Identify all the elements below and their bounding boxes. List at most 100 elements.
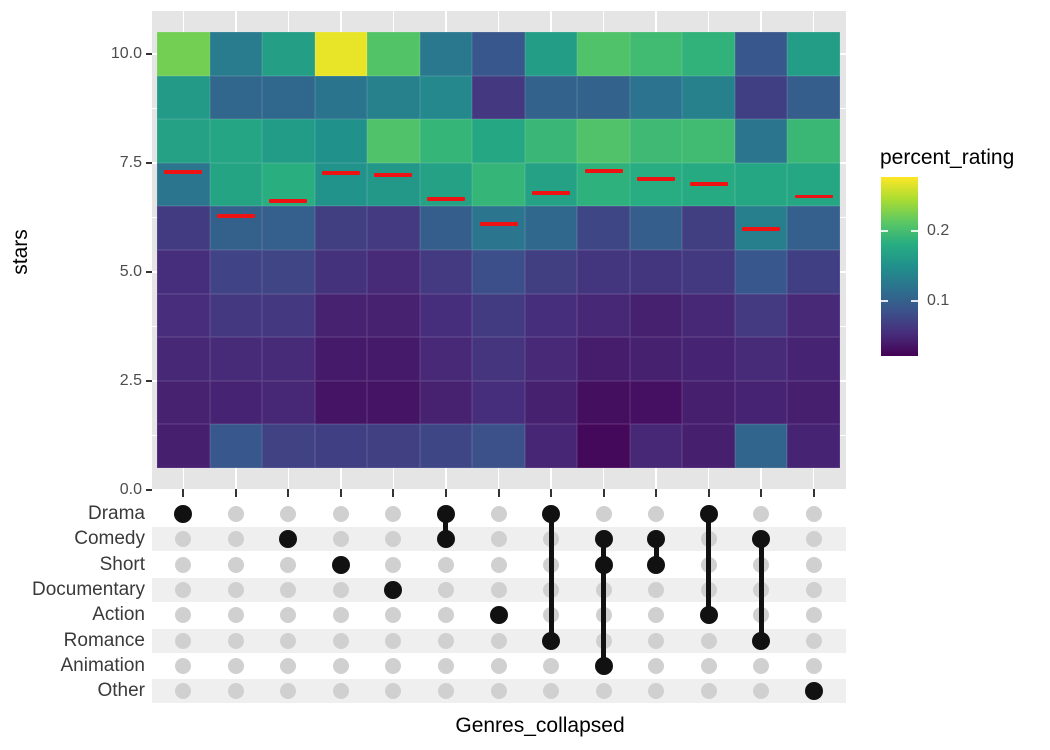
- heatmap-cell: [262, 119, 315, 163]
- matrix-dot-inactive: [595, 506, 612, 522]
- matrix-connector-line: [758, 539, 764, 641]
- matrix-dot-inactive: [385, 506, 402, 522]
- heatmap-cell: [787, 250, 840, 294]
- heatmap-cell: [314, 380, 368, 425]
- heatmap-cell: [787, 380, 840, 425]
- heatmap-cell: [314, 293, 368, 338]
- matrix-dot-active: [594, 530, 613, 549]
- matrix-dot-inactive: [385, 531, 402, 548]
- matrix-dot-inactive: [490, 556, 507, 573]
- heatmap-cell: [157, 206, 210, 250]
- heatmap-cell: [524, 293, 578, 338]
- heatmap-cell: [209, 162, 263, 207]
- heatmap-cell: [157, 380, 210, 425]
- matrix-dot-inactive: [805, 556, 822, 573]
- median-stars-marker: [426, 197, 465, 201]
- heatmap-cell: [419, 380, 473, 425]
- matrix-dot-inactive: [648, 632, 665, 649]
- matrix-genre-row-label: Animation: [60, 654, 146, 676]
- heatmap-cell: [787, 337, 840, 381]
- matrix-dot-inactive: [490, 506, 507, 522]
- heatmap-cell: [524, 206, 578, 250]
- heatmap-cell: [472, 293, 525, 338]
- matrix-dot-inactive: [648, 607, 665, 624]
- heatmap-cell: [209, 337, 263, 381]
- matrix-dot-active: [594, 555, 613, 574]
- heatmap-cell: [629, 250, 683, 294]
- heatmap-cell: [787, 424, 840, 468]
- matrix-dot-inactive: [385, 556, 402, 573]
- legend-tick-mark: [911, 300, 918, 303]
- heatmap-cell: [629, 32, 683, 76]
- heatmap-cell: [314, 162, 368, 207]
- x-axis-tick-mark: [182, 489, 185, 497]
- matrix-dot-inactive: [648, 683, 665, 700]
- matrix-dot-inactive: [490, 657, 507, 674]
- heatmap-cell: [734, 162, 788, 207]
- matrix-dot-inactive: [595, 683, 612, 700]
- heatmap-cell: [682, 380, 735, 425]
- heatmap-cell: [157, 424, 210, 468]
- matrix-dot-inactive: [280, 506, 297, 522]
- heatmap-cell: [419, 119, 473, 163]
- x-axis-tick-mark: [444, 489, 447, 497]
- matrix-dot-active: [752, 530, 771, 549]
- heatmap-cell: [577, 424, 630, 468]
- matrix-dot-inactive: [227, 531, 244, 548]
- legend-tick-label: 0.2: [927, 221, 950, 239]
- heatmap-cell: [577, 206, 630, 250]
- matrix-genre-row-label: Drama: [87, 503, 145, 524]
- matrix-dot-active: [804, 682, 823, 701]
- heatmap-cell: [734, 32, 788, 76]
- matrix-dot-inactive: [437, 607, 454, 624]
- heatmap-cell: [262, 424, 315, 468]
- heatmap-cell: [419, 206, 473, 250]
- heatmap-cell: [262, 32, 315, 76]
- heatmap-cell: [629, 206, 683, 250]
- heatmap-cell: [209, 119, 263, 163]
- y-axis-tick-mark: [146, 488, 152, 491]
- matrix-dot-inactive: [175, 632, 192, 649]
- matrix-dot-inactive: [437, 556, 454, 573]
- y-axis-title: stars: [9, 229, 32, 275]
- matrix-dot-inactive: [490, 632, 507, 649]
- median-stars-marker: [794, 194, 833, 199]
- matrix-dot-inactive: [175, 657, 192, 674]
- heatmap-cell: [472, 424, 525, 468]
- heatmap-cell: [787, 119, 840, 163]
- x-axis-title: Genres_collapsed: [455, 714, 625, 737]
- heatmap-cell: [577, 32, 630, 76]
- matrix-genre-row-label: Romance: [63, 629, 145, 651]
- matrix-dot-inactive: [227, 581, 244, 598]
- matrix-dot-inactive: [490, 683, 507, 700]
- matrix-dot-active: [542, 505, 561, 523]
- heatmap-cell: [262, 337, 315, 381]
- heatmap-cell: [262, 206, 315, 250]
- y-axis-tick-label: 7.5: [119, 153, 142, 171]
- median-stars-marker: [216, 214, 255, 218]
- matrix-connector-line: [653, 539, 659, 565]
- heatmap-cell: [157, 293, 210, 338]
- legend-tick-mark: [881, 229, 888, 232]
- heatmap-cell: [419, 424, 473, 468]
- heatmap-cell: [577, 337, 630, 381]
- heatmap-cell: [262, 250, 315, 294]
- heatmap-cell: [209, 206, 263, 250]
- heatmap-cell: [157, 75, 210, 120]
- heatmap-cell: [367, 162, 420, 207]
- heatmap-cell: [367, 424, 420, 468]
- heatmap-cell: [524, 380, 578, 425]
- matrix-dot-inactive: [490, 581, 507, 598]
- legend-tick-mark: [881, 300, 888, 303]
- matrix-genre-row-label: Short: [99, 553, 145, 575]
- heatmap-cell: [629, 380, 683, 425]
- matrix-genre-row-label: Other: [97, 680, 145, 702]
- x-axis-tick-mark: [392, 489, 395, 497]
- heatmap-cell: [314, 424, 368, 468]
- matrix-dot-active: [647, 555, 666, 574]
- matrix-dot-inactive: [700, 657, 717, 674]
- matrix-dot-inactive: [332, 607, 349, 624]
- matrix-dot-inactive: [753, 506, 770, 522]
- heatmap-cell: [157, 250, 210, 294]
- heatmap-panel: [152, 11, 846, 489]
